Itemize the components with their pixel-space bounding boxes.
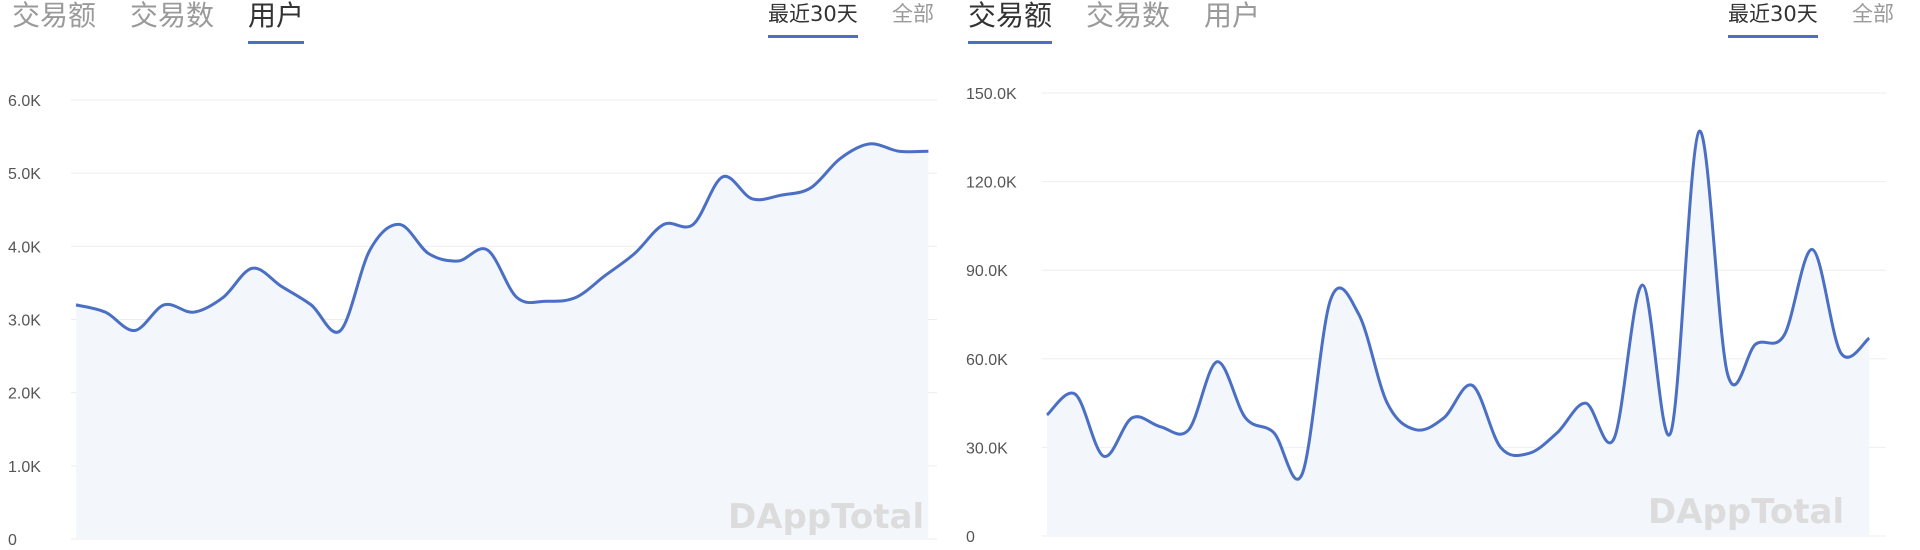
y-tick-label: 6.0K [8, 93, 41, 110]
y-tick-label: 30.0K [966, 440, 1008, 457]
series-area [1047, 131, 1870, 536]
dapptotal-watermark-logo: DAppTotal [1648, 492, 1845, 532]
tab-1[interactable]: 交易数 [1086, 0, 1171, 32]
range-all[interactable]: 全部 [1852, 2, 1894, 26]
tab-0[interactable]: 交易额 [12, 0, 97, 32]
area-chart: 0 30.0K 60.0K 90.0K 120.0K 150.0K [966, 86, 1886, 546]
series-line [1045, 129, 1871, 481]
tab-1[interactable]: 交易数 [130, 0, 215, 32]
y-tick-label: 90.0K [966, 263, 1008, 280]
y-tick-label: 2.0K [8, 386, 41, 403]
y-tick-label: 1.0K [8, 459, 41, 476]
y-tick-label: 0 [8, 532, 17, 549]
y-tick-label: 60.0K [966, 352, 1008, 369]
dapptotal-watermark-logo: DAppTotal [728, 497, 925, 537]
y-tick-label: 0 [966, 529, 975, 546]
series-line [75, 142, 929, 334]
users-chart-panel: 0 1.0K 2.0K 3.0K 4.0K 5.0K 6.0K 交易额 交易数 用户 最近30天 全部… [8, 0, 937, 549]
series-area [76, 143, 929, 540]
tab-0[interactable]: 交易额 [968, 0, 1053, 44]
range-all[interactable]: 全部 [892, 2, 934, 26]
volume-chart-panel: 0 30.0K 60.0K 90.0K 120.0K 150.0K 交易额 交易数 用户 最近30… [960, 0, 1920, 550]
y-tick-label: 5.0K [8, 166, 41, 183]
y-tick-label: 4.0K [8, 239, 41, 256]
y-tick-label: 120.0K [966, 175, 1017, 192]
range-30d[interactable]: 最近30天 [1728, 0, 1818, 38]
range-30d[interactable]: 最近30天 [768, 0, 858, 38]
tab-2[interactable]: 用户 [248, 0, 305, 44]
y-tick-label: 150.0K [966, 86, 1017, 103]
tab-2[interactable]: 用户 [1204, 0, 1261, 32]
y-tick-label: 3.0K [8, 313, 41, 330]
area-chart: 0 1.0K 2.0K 3.0K 4.0K 5.0K 6.0K [8, 93, 937, 549]
